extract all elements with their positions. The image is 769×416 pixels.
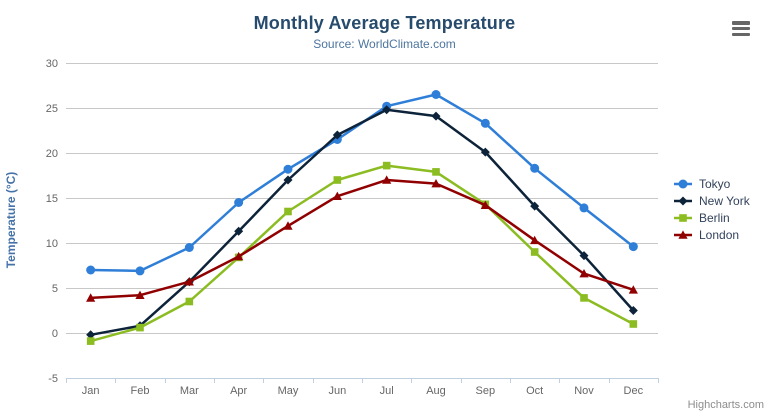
point-london-sep[interactable] xyxy=(480,200,490,209)
legend-item-new-york[interactable]: New York xyxy=(674,192,750,209)
y-tick-label: 0 xyxy=(52,328,58,340)
y-tick-label: 5 xyxy=(52,283,58,295)
legend-label-london: London xyxy=(699,227,740,242)
point-london-dec[interactable] xyxy=(628,285,638,294)
point-berlin-jan[interactable] xyxy=(86,337,95,345)
x-tick-label: Apr xyxy=(230,385,247,397)
legend-label-tokyo: Tokyo xyxy=(699,176,731,191)
point-tokyo-sep[interactable] xyxy=(480,118,490,128)
point-london-oct[interactable] xyxy=(530,235,540,245)
point-london-jan[interactable] xyxy=(86,293,96,302)
y-tick-label: -5 xyxy=(48,373,58,385)
credits-link[interactable]: Highcharts.com xyxy=(687,399,764,411)
point-berlin-aug[interactable] xyxy=(432,168,440,176)
point-tokyo-may[interactable] xyxy=(283,164,293,174)
legend-marker-london xyxy=(674,229,692,239)
point-new-york-jan[interactable] xyxy=(86,330,96,340)
x-tick-label: Nov xyxy=(574,385,594,397)
series-london xyxy=(86,175,638,302)
point-london-aug[interactable] xyxy=(431,179,441,188)
point-tokyo-aug[interactable] xyxy=(431,90,441,99)
point-london-jun[interactable] xyxy=(332,191,342,200)
point-new-york-nov[interactable] xyxy=(579,251,589,261)
point-tokyo-jan[interactable] xyxy=(86,265,96,275)
point-london-mar[interactable] xyxy=(184,277,194,286)
series-line-london xyxy=(89,178,635,300)
point-new-york-aug[interactable] xyxy=(431,111,441,121)
legend-marker-berlin xyxy=(674,213,692,222)
point-berlin-mar[interactable] xyxy=(185,297,194,306)
series-line-new-york xyxy=(89,108,635,337)
point-new-york-apr[interactable] xyxy=(234,226,244,236)
point-london-nov[interactable] xyxy=(579,269,589,278)
x-tick-label: Oct xyxy=(526,385,543,397)
x-tick-label: May xyxy=(278,385,299,397)
point-new-york-jul[interactable] xyxy=(382,105,392,115)
legend-item-berlin[interactable]: Berlin xyxy=(674,209,750,226)
y-tick-label: 30 xyxy=(46,58,58,70)
point-tokyo-apr[interactable] xyxy=(234,198,244,207)
point-tokyo-feb[interactable] xyxy=(135,266,145,276)
point-berlin-dec[interactable] xyxy=(629,320,638,328)
point-london-feb[interactable] xyxy=(135,290,145,299)
legend-marker-new-york xyxy=(674,196,692,205)
legend: Tokyo New York Berlin London xyxy=(674,175,750,243)
point-tokyo-mar[interactable] xyxy=(184,243,194,252)
hamburger-icon xyxy=(732,21,750,25)
point-tokyo-nov[interactable] xyxy=(579,203,589,213)
export-menu-button[interactable] xyxy=(732,21,750,36)
legend-symbol-tokyo xyxy=(678,179,688,188)
point-tokyo-oct[interactable] xyxy=(530,163,540,173)
legend-item-london[interactable]: London xyxy=(674,226,750,243)
y-tick-label: 20 xyxy=(46,148,58,160)
point-new-york-dec[interactable] xyxy=(628,306,638,315)
series-line-berlin xyxy=(89,164,635,343)
y-tick-label: 10 xyxy=(46,238,58,250)
legend-symbol-new-york xyxy=(678,196,688,205)
point-berlin-may[interactable] xyxy=(284,207,292,216)
x-tick-label: Jul xyxy=(380,385,394,397)
x-tick-label: Feb xyxy=(131,385,150,397)
y-tick-label: 15 xyxy=(46,193,58,205)
series-line-tokyo xyxy=(89,93,635,273)
chart-subtitle: Source: WorldClimate.com xyxy=(313,37,456,51)
legend-label-new-york: New York xyxy=(699,193,750,208)
legend-symbol-london xyxy=(678,229,688,239)
legend-symbol-berlin xyxy=(679,213,687,222)
point-berlin-jun[interactable] xyxy=(333,176,342,184)
grid-layer xyxy=(66,63,658,379)
point-london-jul[interactable] xyxy=(382,175,392,184)
point-berlin-oct[interactable] xyxy=(530,248,539,256)
point-berlin-feb[interactable] xyxy=(136,323,144,332)
series-tokyo xyxy=(86,90,638,276)
y-axis-title: Temperature (°C) xyxy=(4,172,18,269)
legend-item-tokyo[interactable]: Tokyo xyxy=(674,175,750,192)
x-tick-label: Aug xyxy=(426,385,446,397)
series-layer xyxy=(86,90,638,345)
y-tick-label: 25 xyxy=(46,103,58,115)
point-new-york-jun[interactable] xyxy=(332,130,342,140)
x-tick-label: Jan xyxy=(82,385,100,397)
series-new-york xyxy=(86,105,638,340)
legend-label-berlin: Berlin xyxy=(699,210,730,225)
x-tick-label: Mar xyxy=(180,385,199,397)
point-berlin-jul[interactable] xyxy=(382,161,391,170)
axis-layer: -5 0 5 10 15 20 25 30 Jan Feb Mar Apr May Jun Jul Aug Se… xyxy=(46,58,659,397)
point-new-york-may[interactable] xyxy=(283,175,293,185)
point-london-apr[interactable] xyxy=(234,251,244,261)
point-new-york-sep[interactable] xyxy=(480,147,490,157)
legend-marker-tokyo xyxy=(674,179,692,188)
x-tick-label: Dec xyxy=(624,385,644,397)
point-london-may[interactable] xyxy=(283,221,293,230)
point-tokyo-dec[interactable] xyxy=(628,242,638,252)
point-berlin-nov[interactable] xyxy=(580,294,588,302)
x-tick-label: Sep xyxy=(476,385,496,397)
x-tick-label: Jun xyxy=(328,385,346,397)
chart-title: Monthly Average Temperature xyxy=(253,13,516,33)
point-new-york-oct[interactable] xyxy=(530,201,540,211)
